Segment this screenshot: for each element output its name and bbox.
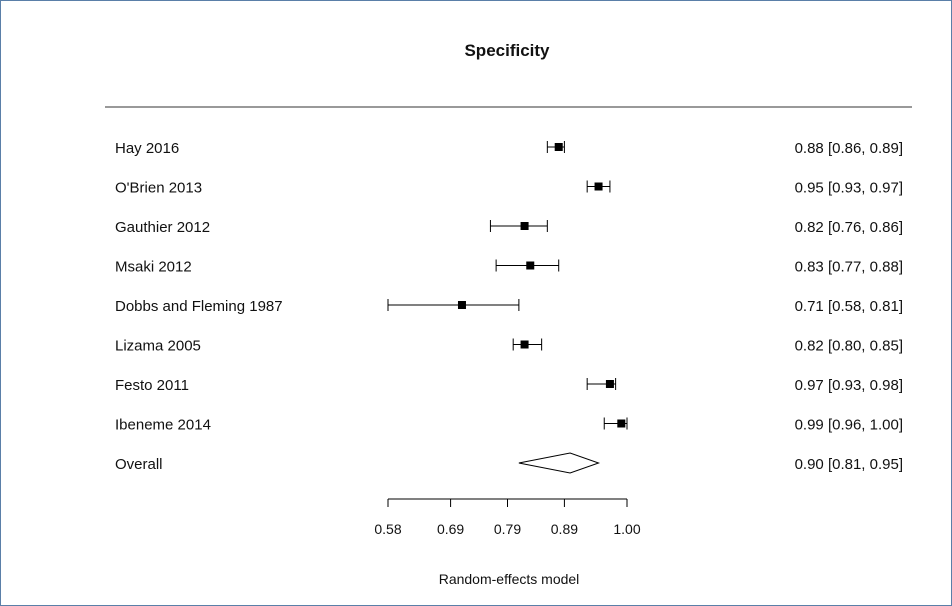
study-label: O'Brien 2013 — [115, 180, 202, 197]
study-label: Dobbs and Fleming 1987 — [115, 298, 283, 315]
chart-title: Specificity — [464, 41, 550, 60]
study-row: Hay 2016 0.88 [0.86, 0.89] — [115, 140, 903, 157]
study-estimate-text: 0.82 [0.80, 0.85] — [795, 338, 903, 355]
x-tick-label: 0.69 — [437, 521, 464, 537]
x-tick-label: 0.58 — [374, 521, 401, 537]
study-label: Lizama 2005 — [115, 338, 201, 355]
study-estimate-text: 0.82 [0.76, 0.86] — [795, 219, 903, 236]
study-label: Festo 2011 — [115, 377, 189, 394]
overall-label: Overall — [115, 456, 163, 473]
point-estimate-marker — [457, 301, 466, 309]
study-row: Dobbs and Fleming 1987 0.71 [0.58, 0.81] — [115, 298, 903, 315]
point-estimate-marker — [594, 182, 603, 191]
point-estimate-marker — [520, 222, 529, 230]
study-label: Ibeneme 2014 — [115, 417, 211, 434]
overall-row: Overall 0.90 [0.81, 0.95] — [115, 452, 903, 474]
study-estimate-text: 0.83 [0.77, 0.88] — [795, 259, 903, 276]
study-row: Ibeneme 2014 0.99 [0.96, 1.00] — [115, 417, 903, 434]
x-tick-label: 0.79 — [494, 521, 521, 537]
overall-diamond — [518, 452, 601, 474]
study-estimate-text: 0.95 [0.93, 0.97] — [795, 180, 903, 197]
point-estimate-marker — [617, 419, 626, 428]
study-estimate-text: 0.71 [0.58, 0.81] — [795, 298, 903, 315]
study-row: Festo 2011 0.97 [0.93, 0.98] — [115, 377, 903, 394]
overall-estimate-text: 0.90 [0.81, 0.95] — [795, 456, 903, 473]
point-estimate-marker — [554, 143, 563, 151]
study-estimate-text: 0.99 [0.96, 1.00] — [795, 417, 903, 434]
point-estimate-marker — [520, 340, 529, 349]
point-estimate-marker — [605, 380, 614, 388]
study-row: Msaki 2012 0.83 [0.77, 0.88] — [115, 259, 903, 276]
study-label: Gauthier 2012 — [115, 219, 210, 236]
study-estimate-text: 0.97 [0.93, 0.98] — [795, 377, 903, 394]
study-row: Gauthier 2012 0.82 [0.76, 0.86] — [115, 219, 903, 236]
study-label: Msaki 2012 — [115, 259, 192, 276]
x-tick-label: 0.89 — [551, 521, 578, 537]
study-label: Hay 2016 — [115, 140, 179, 157]
x-axis-label: Random-effects model — [439, 571, 580, 587]
x-tick-label: 1.00 — [613, 521, 640, 537]
study-row: Lizama 2005 0.82 [0.80, 0.85] — [115, 338, 903, 355]
study-estimate-text: 0.88 [0.86, 0.89] — [795, 140, 903, 157]
point-estimate-marker — [526, 261, 535, 270]
study-row: O'Brien 2013 0.95 [0.93, 0.97] — [115, 180, 903, 197]
